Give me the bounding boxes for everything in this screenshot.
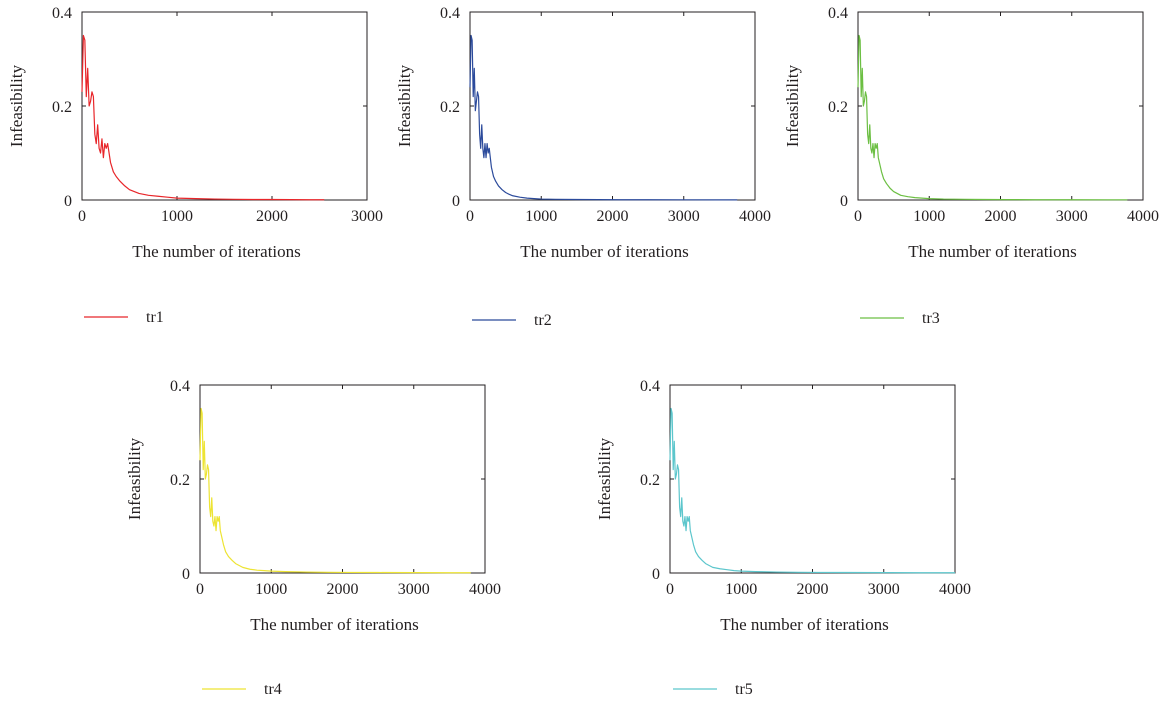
legend-label-tr2: tr2 [534, 312, 552, 329]
x-axis-label: The number of iterations [520, 242, 689, 261]
y-axis-label: Infeasibility [595, 437, 614, 520]
y-tick-label: 0.4 [52, 5, 72, 22]
series-line-tr1 [81, 34, 325, 201]
series-line-tr2 [469, 34, 738, 201]
legend-label-tr3: tr3 [922, 310, 940, 327]
x-tick-label: 3000 [351, 208, 383, 225]
x-tick-label: 1000 [255, 581, 287, 598]
x-axis-label: The number of iterations [720, 615, 889, 634]
y-tick-label: 0.4 [440, 5, 460, 22]
y-tick-label: 0.4 [640, 378, 660, 395]
x-tick-label: 0 [854, 208, 862, 225]
plot-frame [81, 11, 368, 201]
y-axis-label: Infeasibility [125, 437, 144, 520]
x-tick-label: 3000 [398, 581, 430, 598]
legend-label-tr5: tr5 [735, 681, 753, 698]
y-tick-label: 0.4 [828, 5, 848, 22]
y-tick-label: 0 [64, 193, 72, 210]
chart-panel-3: 0 1000 2000 3000 4000 0 0.2 0.4 The number of it… [783, 5, 1159, 327]
x-tick-label: 1000 [725, 581, 757, 598]
x-tick-label: 0 [78, 208, 86, 225]
x-tick-label: 0 [466, 208, 474, 225]
x-tick-label: 4000 [469, 581, 501, 598]
y-tick-label: 0 [652, 566, 660, 583]
y-tick-label: 0.2 [170, 472, 190, 489]
x-tick-label: 2000 [597, 208, 629, 225]
x-tick-label: 0 [196, 581, 204, 598]
x-tick-label: 1000 [913, 208, 945, 225]
legend-label-tr4: tr4 [264, 681, 282, 698]
series-line-tr3 [857, 34, 1128, 201]
chart-panel-2: 0 1000 2000 3000 4000 0 0.2 0.4 The number of it… [395, 5, 771, 329]
y-tick-label: 0 [182, 566, 190, 583]
plot-frame [199, 384, 486, 574]
x-tick-label: 2000 [797, 581, 829, 598]
x-axis-label: The number of iterations [132, 242, 301, 261]
series-line-tr4 [199, 407, 471, 574]
x-tick-label: 1000 [525, 208, 557, 225]
x-tick-label: 0 [666, 581, 674, 598]
chart-panel-1: 0 1000 2000 3000 0 0.2 0.4 The number of iterat… [7, 5, 383, 326]
x-tick-label: 2000 [256, 208, 288, 225]
plot-frame [857, 11, 1144, 201]
plot-frame [469, 11, 756, 201]
series-line-tr5 [669, 407, 956, 574]
chart-panel-5: 0 1000 2000 3000 4000 0 0.2 0.4 The number of it… [595, 378, 971, 698]
x-axis-label: The number of iterations [908, 242, 1077, 261]
y-tick-label: 0.2 [828, 99, 848, 116]
x-tick-label: 3000 [668, 208, 700, 225]
x-tick-label: 3000 [1056, 208, 1088, 225]
y-axis-label: Infeasibility [783, 64, 802, 147]
y-axis-label: Infeasibility [7, 64, 26, 147]
x-tick-label: 3000 [868, 581, 900, 598]
x-axis-label: The number of iterations [250, 615, 419, 634]
y-axis-label: Infeasibility [395, 64, 414, 147]
x-tick-label: 4000 [739, 208, 771, 225]
x-tick-label: 1000 [161, 208, 193, 225]
x-tick-label: 2000 [985, 208, 1017, 225]
x-tick-label: 2000 [327, 581, 359, 598]
y-tick-label: 0 [452, 193, 460, 210]
legend-label-tr1: tr1 [146, 309, 164, 326]
x-tick-label: 4000 [939, 581, 971, 598]
x-tick-label: 4000 [1127, 208, 1159, 225]
y-tick-label: 0.2 [440, 99, 460, 116]
chart-panel-4: 0 1000 2000 3000 4000 0 0.2 0.4 The number of it… [125, 378, 501, 698]
y-tick-label: 0.4 [170, 378, 190, 395]
y-tick-label: 0.2 [640, 472, 660, 489]
plot-frame [669, 384, 956, 574]
y-tick-label: 0.2 [52, 99, 72, 116]
y-tick-label: 0 [840, 193, 848, 210]
